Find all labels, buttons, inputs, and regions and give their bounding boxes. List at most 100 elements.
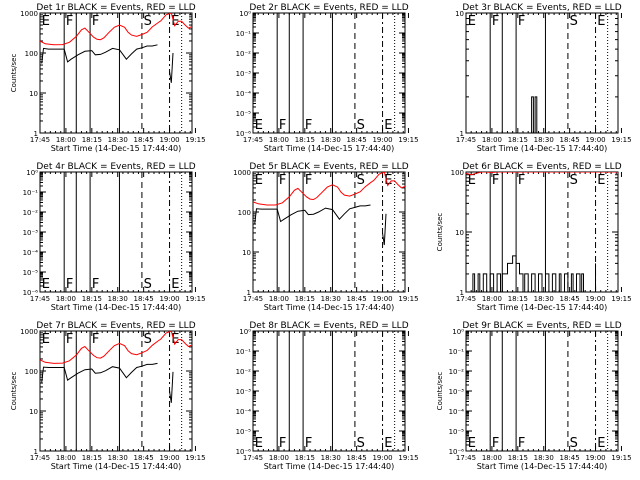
x-tick-label: 19:15 xyxy=(398,136,418,144)
phase-marker-label: E xyxy=(255,436,263,451)
phase-marker-label: F xyxy=(92,332,99,347)
x-tick-label: 18:15 xyxy=(295,454,315,462)
chart-panel-6: Det 6r BLACK = Events, RED = LLD 1 10 100 17… xyxy=(436,162,632,312)
series-line-events xyxy=(469,255,584,292)
x-tick-label: 18:00 xyxy=(482,454,502,462)
x-tick-label: 18:15 xyxy=(508,295,528,303)
y-tick-label: 10⁻² xyxy=(449,368,465,376)
y-tick-label: 10⁻³ xyxy=(236,70,252,78)
x-tick-label: 18:00 xyxy=(56,136,76,144)
x-tick-label: 17:45 xyxy=(456,295,476,303)
series-line-events xyxy=(169,52,174,83)
phase-marker-label: E xyxy=(42,14,50,29)
series-line-lld xyxy=(40,13,192,46)
chart-panel-4: Det 4r BLACK = Events, RED = LLD 10⁻⁶ 10⁻⁵… xyxy=(23,162,206,312)
series-line-events xyxy=(41,362,158,383)
x-tick-label: 18:30 xyxy=(321,295,341,303)
phase-marker-label: F xyxy=(518,436,525,451)
x-tick-label: 18:30 xyxy=(108,136,128,144)
phase-marker-label: F xyxy=(305,118,312,133)
y-tick-label: 1 xyxy=(34,130,38,138)
phase-marker-label: S xyxy=(570,14,578,29)
chart-title: Det 4r BLACK = Events, RED = LLD xyxy=(36,162,195,172)
y-axis-label: Counts/sec xyxy=(10,54,18,93)
phase-marker-label: F xyxy=(492,173,499,188)
x-tick-label: 18:30 xyxy=(108,454,128,462)
y-tick-label: 10⁻¹ xyxy=(449,348,465,356)
phase-marker-label: E xyxy=(42,332,50,347)
y-tick-label: 10⁻⁵ xyxy=(236,110,252,118)
x-tick-label: 18:45 xyxy=(347,136,367,144)
phase-marker-label: E xyxy=(171,277,179,292)
phase-marker-label: F xyxy=(279,173,286,188)
x-tick-label: 19:00 xyxy=(159,454,179,462)
phase-marker-label: E xyxy=(255,173,263,188)
x-tick-label: 18:15 xyxy=(82,454,102,462)
phase-marker-label: E xyxy=(597,14,605,29)
y-tick-label: 1000 xyxy=(20,328,38,336)
y-axis-label: Counts/sec xyxy=(436,213,444,252)
x-tick-label: 18:00 xyxy=(482,295,502,303)
phase-marker-label: S xyxy=(144,14,152,29)
y-tick-label: 10⁻⁶ xyxy=(236,130,252,138)
phase-marker-label: F xyxy=(492,436,499,451)
x-tick-label: 18:45 xyxy=(134,454,154,462)
y-axis-label: Counts/sec xyxy=(10,372,18,411)
plot-frame xyxy=(252,171,406,293)
phase-marker-label: F xyxy=(66,277,73,292)
chart-title: Det 3r BLACK = Events, RED = LLD xyxy=(462,3,621,13)
y-tick-label: 1000 xyxy=(20,10,38,18)
x-tick-label: 17:45 xyxy=(456,454,476,462)
x-tick-label: 18:00 xyxy=(56,295,76,303)
x-tick-label: 18:30 xyxy=(534,136,554,144)
phase-marker-label: F xyxy=(279,436,286,451)
phase-marker-label: F xyxy=(305,436,312,451)
x-tick-label: 17:45 xyxy=(30,136,50,144)
y-tick-label: 10⁰ xyxy=(452,328,464,336)
phase-marker-label: F xyxy=(279,118,286,133)
x-tick-label: 18:15 xyxy=(295,136,315,144)
x-tick-label: 18:45 xyxy=(560,136,580,144)
phase-marker-label: S xyxy=(357,436,365,451)
x-tick-label: 18:30 xyxy=(534,454,554,462)
phase-marker-label: F xyxy=(492,14,499,29)
x-tick-label: 18:45 xyxy=(134,136,154,144)
x-tick-label: 19:15 xyxy=(398,454,418,462)
y-tick-label: 10⁰ xyxy=(239,10,251,18)
series-line-events xyxy=(382,213,387,246)
phase-marker-label: S xyxy=(144,277,152,292)
chart-title: Det 2r BLACK = Events, RED = LLD xyxy=(249,3,408,13)
x-tick-label: 17:45 xyxy=(30,295,50,303)
y-tick-label: 10⁻⁶ xyxy=(449,448,465,456)
y-tick-label: 1 xyxy=(34,448,38,456)
x-axis-label: Start Time (14-Dec-15 17:44:40) xyxy=(477,144,608,153)
y-tick-label: 10⁻⁵ xyxy=(449,428,465,436)
phase-marker-label: F xyxy=(92,14,99,29)
phase-marker-label: S xyxy=(357,118,365,133)
x-tick-label: 18:15 xyxy=(295,295,315,303)
x-tick-label: 18:30 xyxy=(321,454,341,462)
phase-marker-label: E xyxy=(384,173,392,188)
series-line-lld xyxy=(466,172,618,176)
x-axis-label: Start Time (14-Dec-15 17:44:40) xyxy=(51,303,182,312)
y-tick-label: 10⁻¹ xyxy=(236,30,252,38)
y-tick-label: 10⁻¹ xyxy=(23,189,39,197)
x-tick-label: 18:00 xyxy=(269,295,289,303)
x-tick-label: 18:15 xyxy=(508,454,528,462)
phase-marker-label: E xyxy=(384,436,392,451)
phase-marker-label: F xyxy=(518,173,525,188)
chart-title: Det 8r BLACK = Events, RED = LLD xyxy=(249,321,408,331)
y-tick-label: 10 xyxy=(455,229,464,237)
y-tick-label: 10⁻⁶ xyxy=(236,448,252,456)
x-tick-label: 18:00 xyxy=(482,136,502,144)
phase-marker-label: E xyxy=(171,332,179,347)
phase-marker-label: F xyxy=(66,332,73,347)
y-tick-label: 1 xyxy=(460,130,464,138)
y-axis-label: Counts/sec xyxy=(436,372,444,411)
x-tick-label: 19:00 xyxy=(159,295,179,303)
chart-panel-2: Det 2r BLACK = Events, RED = LLD 10⁻⁶ 10⁻⁵… xyxy=(236,3,419,153)
y-tick-label: 10⁻² xyxy=(236,368,252,376)
phase-marker-label: E xyxy=(468,436,476,451)
x-axis-label: Start Time (14-Dec-15 17:44:40) xyxy=(477,462,608,471)
phase-marker-label: E xyxy=(597,173,605,188)
